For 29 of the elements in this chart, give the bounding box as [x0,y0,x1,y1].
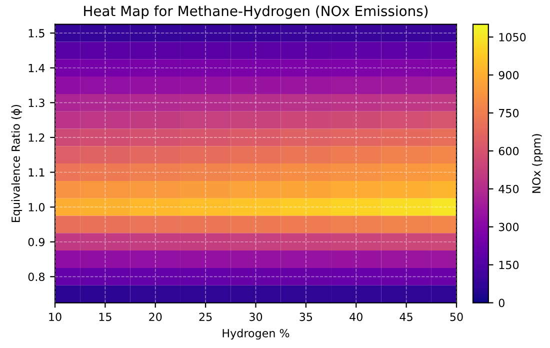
y-tick-label: 1.5 [28,29,44,38]
y-tick-label: 0.8 [28,272,45,282]
chart-title: Heat Map for Methane-Hydrogen (NOx Emissions) [84,5,428,19]
x-tick-label: 10 [49,312,62,322]
color-bar-label: 450 [498,184,519,194]
y-tick-label: 1.4 [28,64,45,72]
x-tick-label: 50 [450,312,463,322]
color-bar-label: 0 [498,298,504,308]
color-bar-label: 900 [498,70,519,80]
y-axis-title: Equivalence Ratio (ϕ) [11,104,22,222]
x-tick-label: 15 [99,312,112,322]
x-tick-label: 20 [149,312,162,322]
x-tick-label: 40 [350,312,362,322]
y-tick-label: 0.9 [28,238,44,246]
color-bar-title: NOx (ppm) [532,134,543,193]
x-tick-label: 45 [400,312,412,322]
color-bar-label: 300 [498,222,519,232]
x-tick-label: 35 [300,312,312,322]
x-axis-title: Hydrogen % [222,328,290,340]
color-bar-label: 1050 [499,32,526,42]
y-tick-label: 1.2 [28,133,44,142]
x-tick-label: 25 [199,312,212,322]
y-tick-label: 1.3 [28,98,44,108]
color-bar-label: 600 [498,146,519,156]
color-bar-label: 750 [499,108,519,118]
y-tick-label: 1.0 [28,203,45,212]
x-tick-label: 30 [250,312,262,322]
color-bar-label: 150 [499,260,519,270]
y-tick-label: 1.1 [28,168,44,176]
